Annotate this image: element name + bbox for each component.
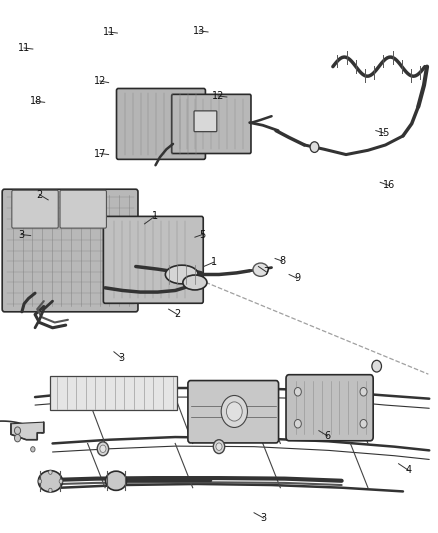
Ellipse shape [253,263,268,276]
Circle shape [213,440,225,454]
Text: 1: 1 [211,257,217,267]
Text: 11: 11 [102,27,115,37]
Text: 2: 2 [36,190,42,199]
Polygon shape [50,376,177,410]
Circle shape [310,142,319,152]
FancyBboxPatch shape [2,189,138,312]
Circle shape [97,442,109,456]
Circle shape [14,427,21,434]
Text: 5: 5 [199,230,205,239]
Text: 3: 3 [119,353,125,363]
Circle shape [49,488,52,492]
Text: 2: 2 [174,310,180,319]
Circle shape [216,443,222,450]
Circle shape [360,419,367,428]
Circle shape [38,479,42,483]
Circle shape [294,419,301,428]
FancyBboxPatch shape [12,190,58,228]
Text: 3: 3 [18,230,24,239]
Text: 16: 16 [383,181,395,190]
Text: 13: 13 [193,26,205,36]
Ellipse shape [39,471,63,492]
Ellipse shape [165,265,198,284]
Text: 18: 18 [30,96,42,106]
Text: 12: 12 [212,91,224,101]
FancyBboxPatch shape [286,375,373,441]
Text: 9: 9 [294,273,300,283]
Circle shape [31,447,35,452]
Circle shape [49,470,52,474]
Text: 12: 12 [94,76,106,86]
Ellipse shape [106,471,127,490]
Text: 11: 11 [18,43,30,53]
Circle shape [59,479,63,483]
FancyBboxPatch shape [103,216,203,303]
FancyBboxPatch shape [172,94,251,154]
Circle shape [221,395,247,427]
FancyBboxPatch shape [60,190,106,228]
Ellipse shape [183,275,207,290]
Text: 17: 17 [94,149,106,158]
Circle shape [360,387,367,396]
Text: 3: 3 [261,513,267,523]
Text: 15: 15 [378,128,391,138]
Text: 1: 1 [152,211,159,221]
Text: 7: 7 [263,267,269,277]
Circle shape [100,445,106,453]
Circle shape [14,434,21,442]
Text: 8: 8 [279,256,286,266]
FancyBboxPatch shape [188,381,279,443]
Circle shape [372,360,381,372]
Text: 4: 4 [405,465,411,475]
Circle shape [226,402,242,421]
FancyBboxPatch shape [194,111,217,132]
Polygon shape [11,422,44,440]
FancyBboxPatch shape [117,88,205,159]
Text: 6: 6 [325,431,331,441]
Circle shape [294,387,301,396]
